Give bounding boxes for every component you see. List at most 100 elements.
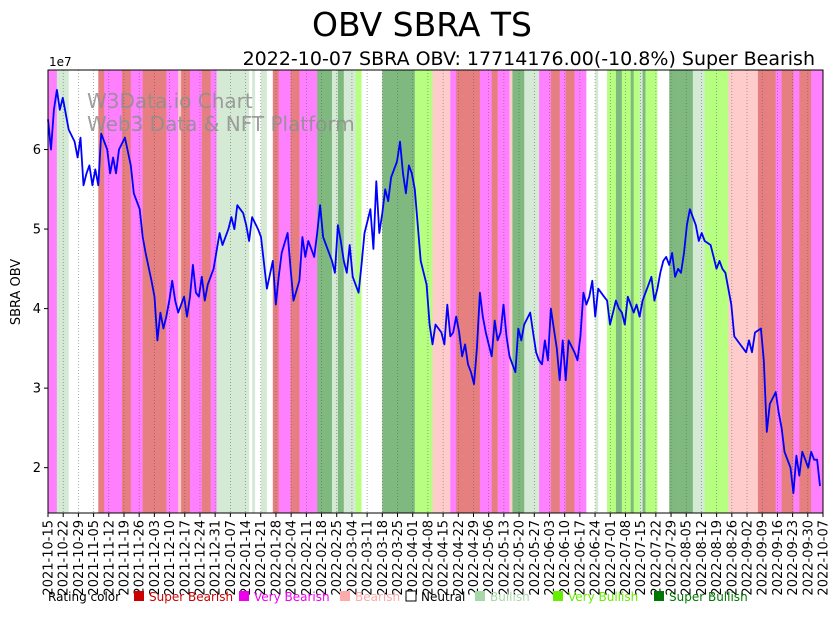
rating-band-very-bullish	[607, 70, 617, 513]
rating-band-bullish	[343, 70, 356, 513]
y-axis: 2 3 4 5 6	[33, 143, 48, 476]
rating-band-very-bullish	[645, 70, 658, 513]
legend-label-bearish: Bearish	[355, 590, 400, 604]
x-tick-label: 2021-12-31	[209, 520, 224, 596]
x-tick-label: 2021-12-17	[178, 520, 193, 596]
x-tick-label: 2022-03-04	[345, 520, 360, 596]
legend-swatch-super-bearish	[134, 591, 144, 601]
rating-band-bearish	[432, 70, 439, 513]
x-tick-label: 2022-09-16	[771, 520, 786, 596]
obv-series-line	[47, 89, 821, 494]
rating-band-bullish	[530, 70, 540, 513]
x-tick-label: 2022-03-18	[376, 520, 391, 596]
x-tick-label: 2022-08-19	[710, 520, 725, 596]
x-tick-label: 2022-08-12	[695, 520, 710, 596]
x-tick-label: 2022-10-07	[817, 520, 832, 596]
rating-band-super-bullish	[317, 70, 333, 513]
legend-label-super-bullish: Super Bullish	[669, 590, 748, 604]
y-exponent-label: 1e7	[49, 55, 72, 69]
x-tick-label: 2022-06-10	[558, 520, 573, 596]
x-tick-label: 2022-07-29	[665, 520, 680, 596]
rating-band-very-bullish	[704, 70, 711, 513]
rating-band-super-bullish	[382, 70, 398, 513]
legend-title: Rating color	[48, 590, 120, 604]
rating-band-neutral	[86, 70, 99, 513]
rating-band-very-bullish	[621, 70, 632, 513]
rating-band-neutral	[249, 70, 253, 513]
rating-band-bullish	[331, 70, 339, 513]
y-tick-label: 2	[33, 461, 41, 476]
rating-band-super-bearish	[456, 70, 481, 513]
rating-band-very-bearish	[539, 70, 552, 513]
x-tick-label: 2022-08-26	[725, 520, 740, 596]
x-tick-label: 2022-05-06	[482, 520, 497, 596]
x-tick-label: 2022-07-15	[634, 520, 649, 596]
rating-band-neutral	[68, 70, 72, 513]
rating-band-super-bullish	[678, 70, 694, 513]
rating-band-very-bearish	[299, 70, 318, 513]
legend-label-neutral: Neutral	[421, 590, 465, 604]
rating-band-super-bullish	[337, 70, 345, 513]
legend-swatch-neutral	[405, 590, 417, 602]
y-tick-label: 3	[33, 382, 41, 397]
legend-label-very-bullish: Very Bullish	[568, 590, 638, 604]
rating-band-very-bearish	[450, 70, 457, 513]
x-tick-label: 2022-07-22	[649, 520, 664, 596]
x-tick-label: 2022-01-07	[224, 520, 239, 596]
rating-band-super-bearish	[491, 70, 498, 513]
legend-label-super-bearish: Super Bearish	[149, 590, 233, 604]
x-tick-label: 2021-10-29	[72, 520, 87, 596]
rating-band-bullish	[524, 70, 531, 513]
rating-band-super-bearish	[121, 70, 132, 513]
x-tick-label: 2021-11-19	[117, 520, 132, 596]
y-tick-label: 6	[33, 143, 41, 158]
legend-swatch-very-bullish	[553, 591, 563, 601]
rating-band-super-bullish	[397, 70, 416, 513]
x-tick-label: 2021-11-12	[102, 520, 117, 596]
rating-band-bullish	[639, 70, 643, 513]
x-tick-label: 2022-03-25	[391, 520, 406, 596]
watermark: W3Data.io Chart Web3 Data & NFT Platform	[87, 89, 355, 136]
rating-band-super-bullish	[669, 70, 679, 513]
rating-band-super-bearish	[799, 70, 812, 513]
x-tick-label: 2022-06-24	[589, 520, 604, 596]
rating-band-very-bearish	[793, 70, 800, 513]
x-tick-label: 2022-08-05	[680, 520, 695, 596]
rating-band-neutral	[266, 70, 274, 513]
rating-band-very-bearish	[210, 70, 217, 513]
rating-band-neutral	[361, 70, 368, 513]
rating-band-neutral	[657, 70, 670, 513]
rating-band-neutral	[367, 70, 383, 513]
watermark-line-2: Web3 Data & NFT Platform	[87, 112, 355, 136]
x-gridlines	[47, 70, 824, 513]
rating-band-bullish	[216, 70, 250, 513]
x-tick-label: 2021-12-03	[148, 520, 163, 596]
rating-band-super-bearish	[290, 70, 300, 513]
chart-subtitle: 2022-10-07 SBRA OBV: 17714176.00(-10.8%)…	[243, 48, 815, 70]
chart-title: OBV SBRA TS	[312, 5, 532, 44]
x-tick-label: 2022-09-02	[741, 520, 756, 596]
rating-band-bullish	[56, 70, 70, 513]
x-tick-label: 2022-05-13	[497, 520, 512, 596]
rating-band-super-bearish	[781, 70, 794, 513]
rating-band-very-bullish	[710, 70, 729, 513]
rating-band-very-bearish	[559, 70, 566, 513]
x-tick-label: 2022-04-08	[421, 520, 436, 596]
rating-band-super-bearish	[181, 70, 191, 513]
rating-band-super-bullish	[642, 70, 646, 513]
x-tick-label: 2022-09-30	[801, 520, 816, 596]
x-tick-label: 2022-06-03	[543, 520, 558, 596]
y-axis-label: SBRA OBV	[9, 259, 24, 325]
x-tick-label: 2022-01-21	[254, 520, 269, 596]
rating-band-very-bearish	[497, 70, 510, 513]
rating-band-super-bearish	[272, 70, 280, 513]
y-tick-label: 4	[33, 302, 41, 317]
rating-band-bullish	[260, 70, 268, 513]
x-tick-label: 2022-01-28	[269, 520, 284, 596]
x-tick-label: 2021-11-26	[133, 520, 148, 596]
x-axis: 2021-10-15 2021-10-22 2021-10-29 2021-11-05…	[42, 513, 832, 596]
rating-band-super-bearish	[142, 70, 167, 513]
x-tick-label: 2022-06-17	[573, 520, 588, 596]
rating-band-very-bearish	[811, 70, 824, 513]
